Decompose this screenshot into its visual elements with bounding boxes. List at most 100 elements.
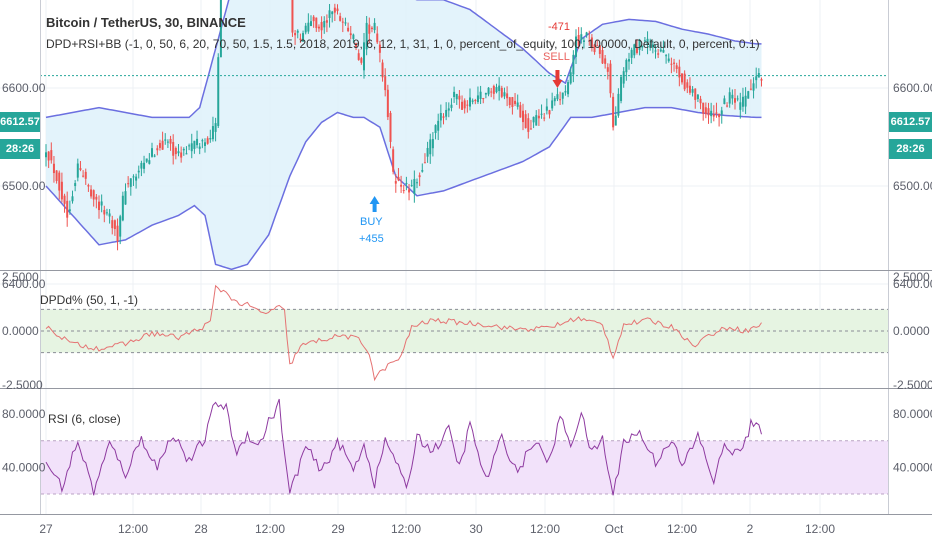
candle-body [402, 189, 405, 191]
candle-body [514, 100, 517, 105]
candle-body [135, 176, 138, 181]
candle-body [712, 114, 715, 117]
candle-body [294, 32, 297, 36]
candle-body [593, 44, 596, 53]
rsi-legend[interactable]: RSI (6, close) [48, 412, 121, 426]
candle-body [76, 163, 79, 178]
candle-body [145, 158, 148, 162]
candle-body [431, 139, 434, 149]
sell-arrow-icon [552, 70, 563, 88]
candle-body [755, 76, 758, 81]
candle-body [503, 92, 506, 97]
candle-body [47, 151, 50, 161]
candle-body [140, 162, 143, 169]
candle-body [699, 98, 702, 104]
candle-body [492, 85, 495, 94]
candle-body [360, 58, 363, 63]
candle-body [92, 190, 95, 200]
candle-body [439, 113, 442, 121]
candle-body [172, 142, 175, 156]
candle-body [622, 71, 625, 84]
candle-body [527, 118, 530, 132]
candle-body [381, 62, 384, 78]
candle-body [153, 155, 156, 157]
buy-label: BUY [360, 216, 383, 228]
candle-body [291, 0, 294, 33]
candle-body [137, 170, 140, 173]
candle-body [331, 11, 334, 15]
candle-body [453, 91, 456, 97]
candle-body [355, 43, 358, 47]
candle-body [532, 116, 535, 123]
x-tick-label: 29 [331, 522, 345, 536]
candle-body [474, 100, 477, 102]
x-tick-label: 27 [39, 522, 53, 536]
candlestick-series [45, 0, 763, 251]
candle-body [166, 141, 169, 143]
candle-body [328, 10, 331, 18]
candle-body [490, 91, 493, 93]
time-axis: 27 12:00 28 12:00 29 12:00 30 12:00 Oct 12:00 2 12:… [39, 522, 835, 536]
dpd-tick-label-left: 2.5000 [2, 270, 39, 284]
candle-body [601, 50, 604, 64]
candle-body [416, 182, 418, 184]
candle-body [60, 181, 63, 200]
y-tick-label-left: 6600.00 [2, 81, 46, 95]
candle-body [373, 22, 376, 31]
candle-body [575, 36, 577, 57]
candle-body [463, 100, 466, 109]
candle-body [82, 175, 85, 177]
x-tick-label: 12:00 [530, 522, 560, 536]
candle-body [683, 73, 686, 90]
candle-body [378, 44, 381, 53]
candle-body [561, 92, 564, 99]
candle-body [476, 95, 479, 103]
candle-body [540, 113, 543, 115]
candle-body [609, 63, 612, 94]
candle-body [673, 62, 676, 64]
candle-body [585, 32, 588, 36]
candle-body [376, 33, 379, 43]
candle-body [323, 21, 326, 28]
dpd-tick-label-left: -2.5000 [2, 378, 43, 392]
y-tick-label-right: 6400.00 [893, 277, 932, 291]
candle-body [148, 160, 151, 164]
candle-body [408, 189, 411, 193]
candle-body [651, 44, 654, 48]
indicator-legend[interactable]: DPD+RSI+BB (-1, 0, 50, 6, 20, 70, 50, 1.… [46, 37, 760, 51]
sell-label: SELL [543, 51, 570, 63]
candle-body [87, 185, 90, 187]
dpd-legend[interactable]: DPDd% (50, 1, -1) [40, 293, 139, 307]
candle-body [209, 138, 212, 140]
candle-body [320, 21, 323, 31]
candle-body [556, 94, 559, 100]
candle-body [686, 82, 689, 88]
candle-body [365, 22, 368, 50]
candle-body [667, 58, 670, 62]
candle-body [688, 85, 691, 93]
rsi-panel [41, 398, 888, 496]
candle-body [442, 116, 445, 118]
candle-body [747, 91, 750, 99]
candle-body [551, 100, 554, 109]
candle-body [177, 151, 180, 154]
candle-body [201, 140, 204, 142]
candle-body [458, 95, 461, 100]
candle-body [180, 152, 183, 158]
x-tick-label: Oct [605, 522, 624, 536]
last-price-tag-left: 6612.57 [0, 112, 40, 132]
candle-body [564, 91, 567, 93]
candle-body [217, 57, 220, 126]
x-tick-label: 12:00 [255, 522, 285, 536]
candle-body [426, 147, 429, 157]
panel-frames [0, 0, 932, 515]
dpd-tick-label-left: 0.0000 [2, 324, 39, 338]
candle-body [567, 82, 570, 95]
candle-body [495, 87, 498, 93]
candle-body [344, 22, 347, 24]
candle-body [299, 38, 302, 40]
candle-body [628, 59, 630, 62]
candle-body [370, 27, 373, 30]
